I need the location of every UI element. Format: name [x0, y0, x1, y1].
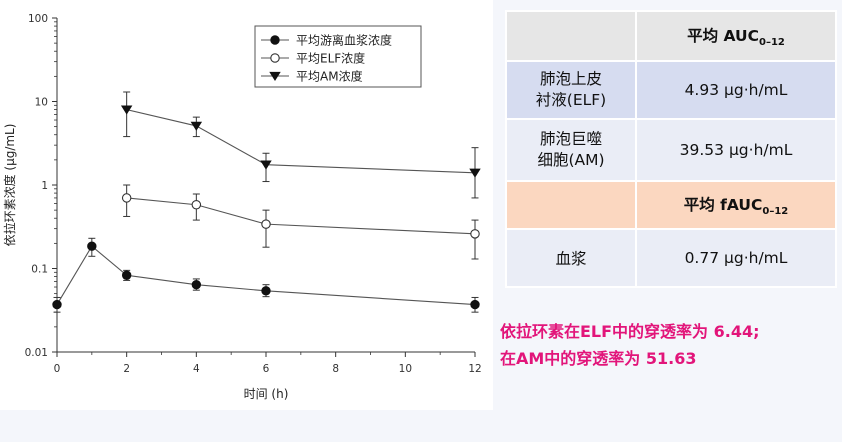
data-point-series-1: [470, 299, 480, 310]
legend-label: 平均AM浓度: [296, 69, 363, 84]
data-point-series-3: [120, 105, 133, 115]
penetration-note: 依拉环素在ELF中的穿透率为 6.44; 在AM中的穿透率为 51.63: [500, 318, 842, 372]
plasma-fauc-value: 0.77 μg·h/mL: [635, 228, 837, 288]
data-point-series-1: [87, 241, 97, 251]
table-corner-cell-2: [505, 180, 637, 230]
legend-marker: [270, 35, 280, 45]
data-point-series-2: [191, 200, 202, 210]
legend-marker: [270, 53, 280, 63]
series-line-1: [56, 245, 476, 306]
data-point-series-2: [261, 219, 271, 229]
am-row-label: 肺泡巨噬 细胞(AM): [505, 118, 637, 182]
y-axis-label: 依拉环素浓度 (μg/mL): [2, 124, 17, 247]
x-tick-label: 0: [54, 363, 61, 375]
fauc-header: 平均 fAUC0–12: [635, 180, 837, 230]
auc-header: 平均 AUC0–12: [635, 10, 837, 62]
chart-panel: 0.01 0.1 1 10 100 0 2 4 6 8 10 12 时间 (h) 依拉环素浓度 (μg/m…: [0, 0, 493, 410]
legend-marker: [269, 71, 281, 82]
data-point-series-2: [470, 229, 480, 239]
elf-auc-value: 4.93 μg·h/mL: [635, 60, 837, 120]
data-point-series-1: [121, 270, 132, 280]
data-point-series-3: [190, 121, 203, 131]
x-tick-label: 8: [332, 363, 339, 375]
data-point-series-2: [121, 193, 132, 203]
x-tick-label: 4: [193, 363, 200, 375]
elf-row-label: 肺泡上皮 衬液(ELF): [505, 60, 637, 120]
x-tick-label: 6: [263, 363, 270, 375]
auc-table: 平均 AUC0–12 肺泡上皮 衬液(ELF) 4.93 μg·h/mL 肺泡巨噬…: [505, 10, 837, 288]
table-corner-cell: [505, 10, 637, 62]
data-point-series-1: [52, 299, 62, 310]
legend-label: 平均游离血浆浓度: [296, 33, 392, 48]
data-point-series-1: [191, 279, 202, 290]
series-line-2: [126, 197, 476, 235]
x-tick-label: 2: [123, 363, 130, 375]
data-point-series-3: [469, 168, 481, 178]
plasma-row-label: 血浆: [505, 228, 637, 288]
y-tick-label: 100: [28, 13, 48, 25]
y-tick-label: 10: [35, 97, 48, 109]
data-point-series-3: [260, 160, 272, 170]
y-tick-label: 1: [41, 180, 48, 192]
penetration-note-line2: 在AM中的穿透率为 51.63: [500, 349, 697, 368]
legend-label: 平均ELF浓度: [296, 51, 365, 66]
x-tick-label: 12: [468, 363, 481, 375]
series-line-3: [126, 109, 476, 174]
am-auc-value: 39.53 μg·h/mL: [635, 118, 837, 182]
x-axis-label: 时间 (h): [244, 387, 289, 401]
legend-box: [254, 25, 422, 88]
pk-line-chart: 0.01 0.1 1 10 100 0 2 4 6 8 10 12 时间 (h) 依拉环素浓度 (μg/m…: [2, 13, 482, 401]
x-tick-label: 10: [399, 363, 412, 375]
y-tick-label: 0.1: [31, 264, 48, 276]
y-tick-label: 0.01: [25, 347, 48, 359]
data-point-series-1: [261, 286, 271, 296]
penetration-note-line1: 依拉环素在ELF中的穿透率为 6.44;: [500, 322, 760, 341]
